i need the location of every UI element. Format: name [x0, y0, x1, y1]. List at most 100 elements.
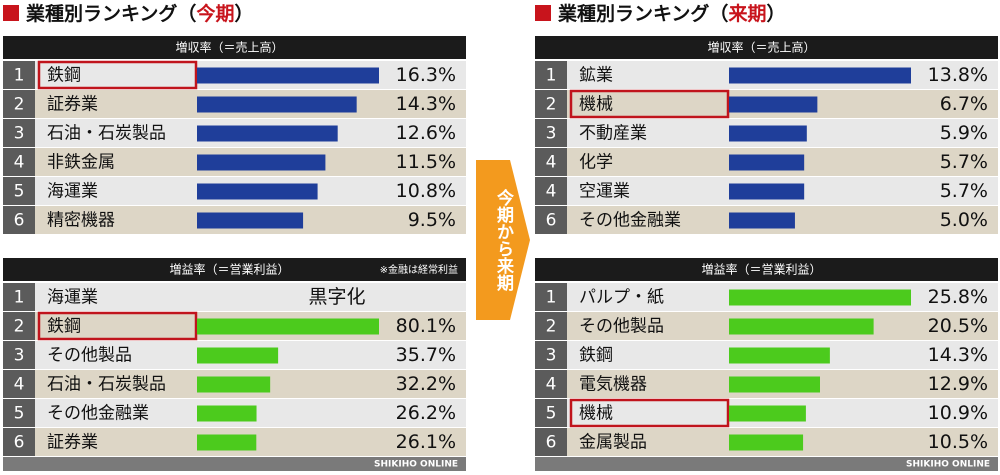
rank-cell: [3, 341, 35, 369]
industry-name: 電気機器: [579, 375, 647, 395]
footer: SHIKIHO ONLINE: [374, 460, 458, 470]
rank: 4: [546, 153, 557, 173]
value-label: 11.5%: [396, 151, 456, 173]
industry-name: 石油・石炭製品: [47, 375, 166, 395]
value-label: 13.8%: [928, 64, 988, 86]
value-label: 5.9%: [940, 122, 988, 144]
rank-cell: [535, 206, 567, 234]
rank-cell: [535, 119, 567, 147]
rank: 4: [546, 182, 557, 202]
value-label: 32.2%: [396, 373, 456, 395]
value-label: 6.7%: [940, 93, 988, 115]
rank-cell: [3, 177, 35, 205]
industry-name: その他金融業: [47, 404, 149, 424]
heading-marker: [3, 5, 19, 21]
table-header: [535, 36, 998, 59]
rank: 3: [14, 124, 25, 144]
rank: 6: [14, 211, 25, 231]
rank: 3: [14, 346, 25, 366]
industry-name: 金属製品: [579, 433, 647, 453]
rank: 3: [546, 346, 557, 366]
heading-marker: [535, 5, 551, 21]
industry-name: その他製品: [47, 346, 132, 366]
footer: SHIKIHO ONLINE: [906, 460, 990, 470]
industry-name: 機械: [579, 95, 613, 115]
bar: [197, 405, 257, 422]
industry-name: 不動産業: [579, 124, 647, 144]
bar: [729, 405, 806, 422]
heading-after: ）: [234, 2, 253, 25]
highlight-box: [37, 311, 198, 341]
bar: [197, 347, 279, 364]
bar: [197, 183, 318, 200]
value-label: 14.3%: [396, 93, 456, 115]
industry-name: 機械: [579, 404, 613, 424]
rank-cell: [535, 90, 567, 118]
bar: [197, 154, 326, 171]
rank: 5: [14, 182, 25, 202]
rank-cell: [535, 312, 567, 340]
rank-cell: [3, 370, 35, 398]
rank: 4: [14, 153, 25, 173]
value-label: 10.8%: [396, 180, 456, 202]
rank: 6: [14, 433, 25, 453]
value-label: 12.6%: [396, 122, 456, 144]
industry-name: 鉱業: [579, 66, 613, 86]
industry-name: 石油・石炭製品: [47, 124, 166, 144]
arrow-label: 今期から来期: [493, 188, 515, 292]
table-header: [3, 36, 466, 59]
industry-name: 海運業: [47, 182, 98, 202]
heading: 業種別ランキング（来期）: [557, 2, 785, 25]
table-header-label: 増収率（＝売上高）: [707, 40, 815, 55]
rank-cell: [3, 312, 35, 340]
rank: 4: [546, 375, 557, 395]
rank-cell: [535, 399, 567, 427]
rank: 1: [14, 66, 25, 86]
rank-cell: [3, 90, 35, 118]
bar: [197, 212, 304, 229]
value-label: 80.1%: [396, 315, 456, 337]
value-label: 26.1%: [396, 431, 456, 453]
rank-cell: [3, 61, 35, 89]
rank-cell: [535, 61, 567, 89]
heading: 業種別ランキング（今期）: [25, 2, 253, 25]
rank: 1: [14, 288, 25, 308]
bar: [197, 125, 338, 142]
table-header-label: 増益率（＝営業利益）: [169, 262, 289, 277]
industry-name: 鉄鋼: [47, 66, 81, 86]
row-bg: [3, 283, 466, 311]
industry-name: 空運業: [579, 182, 630, 202]
value-label: 26.2%: [396, 402, 456, 424]
value-label: 14.3%: [928, 344, 988, 366]
highlight-box: [569, 398, 730, 428]
value-label: 20.5%: [928, 315, 988, 337]
rank-cell: [535, 148, 567, 176]
industry-name: 化学: [579, 153, 613, 173]
rank-cell: [535, 370, 567, 398]
rank-cell: [3, 119, 35, 147]
bar: [729, 318, 874, 335]
rank: 2: [546, 95, 557, 115]
bar: [197, 434, 257, 451]
rank: 4: [14, 375, 25, 395]
heading-before: 業種別ランキング（: [557, 2, 728, 25]
bar: [729, 96, 818, 113]
heading-after: ）: [766, 2, 785, 25]
arrow: [476, 160, 530, 320]
rank-cell: [535, 177, 567, 205]
rank: 2: [14, 317, 25, 337]
bar: [197, 318, 379, 335]
value-label: 5.0%: [940, 209, 988, 231]
bar: [197, 67, 379, 84]
industry-name: 鉄鋼: [47, 317, 81, 337]
bar: [729, 289, 911, 306]
bar: [729, 212, 795, 229]
industry-name: 非鉄金属: [47, 153, 115, 173]
rank-cell: [3, 206, 35, 234]
bar: [729, 376, 820, 393]
value-label: 35.7%: [396, 344, 456, 366]
rank: 1: [546, 288, 557, 308]
industry-name: その他製品: [579, 317, 664, 337]
rank-cell: [3, 283, 35, 311]
rank: 1: [546, 66, 557, 86]
